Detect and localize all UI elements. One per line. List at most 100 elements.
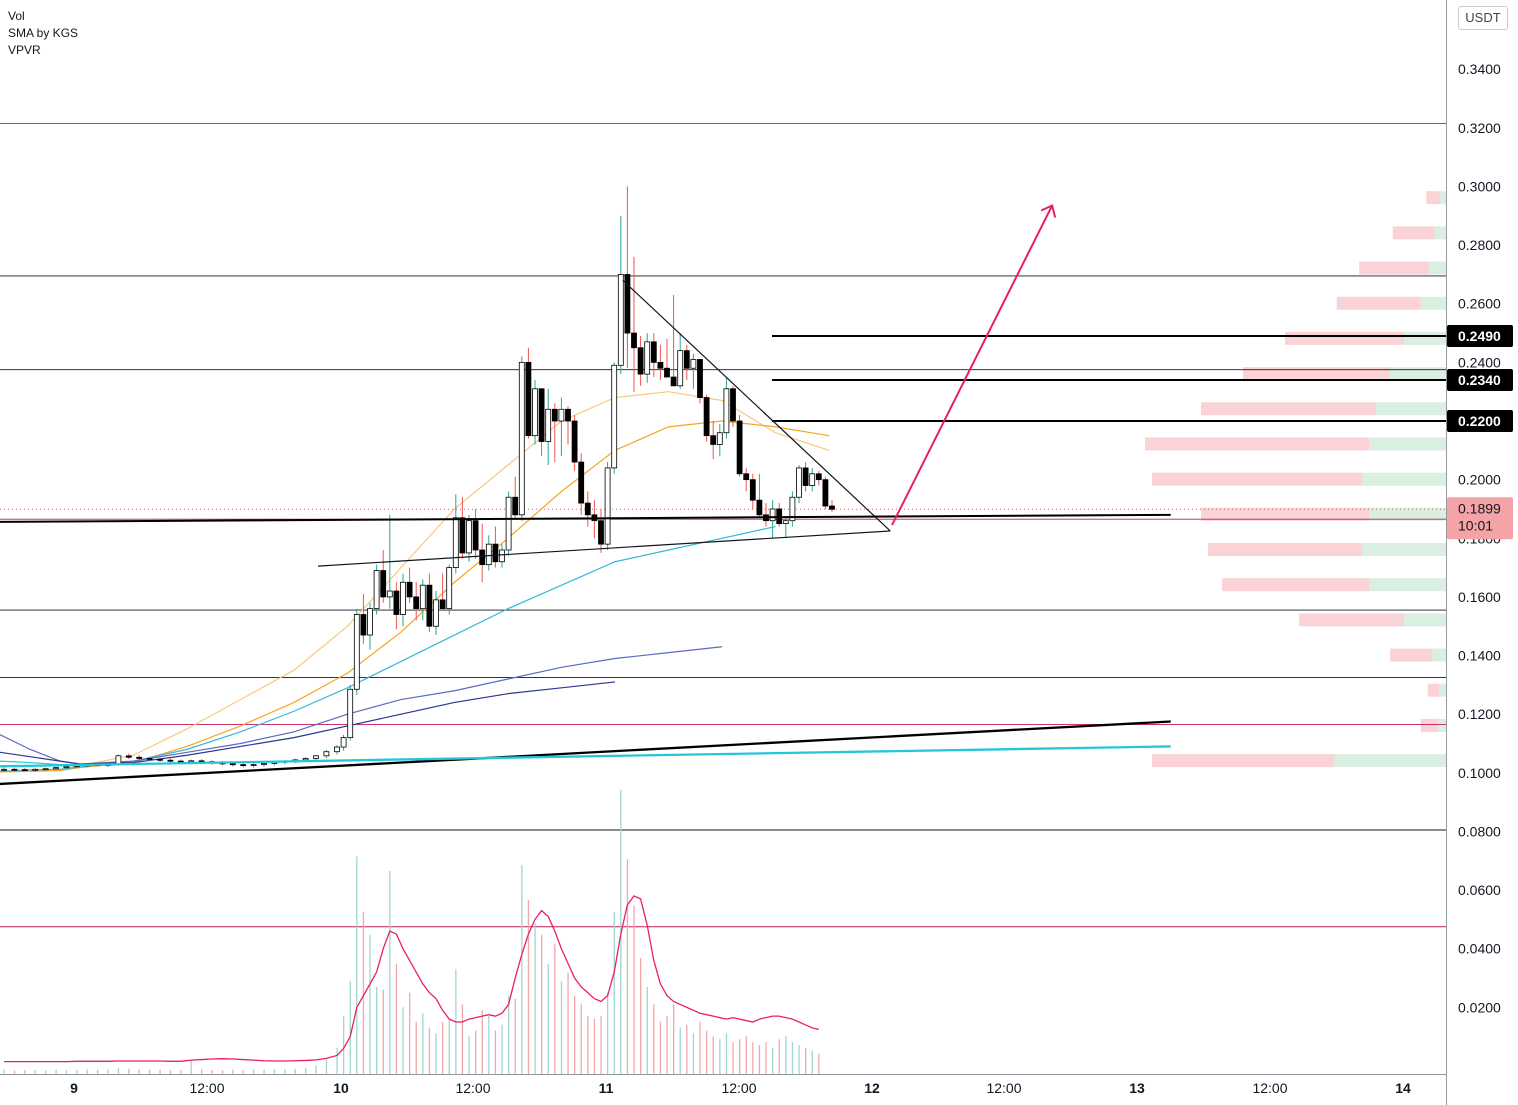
candle-body bbox=[578, 461, 585, 504]
moving-average-2 bbox=[0, 420, 830, 773]
volume-sma-line bbox=[4, 895, 819, 1063]
candle-body bbox=[716, 432, 723, 445]
current-price-box bbox=[1447, 497, 1513, 540]
vpvr-buy-bar bbox=[1429, 261, 1446, 275]
volume-bar bbox=[45, 1070, 47, 1074]
volume-bar bbox=[633, 905, 635, 1074]
vpvr-buy-bar bbox=[1376, 402, 1446, 416]
vpvr-sell-bar bbox=[1222, 578, 1369, 592]
candle-body bbox=[690, 359, 697, 369]
candle-body bbox=[650, 341, 657, 363]
candle-body bbox=[756, 499, 763, 516]
volume-bar bbox=[745, 1036, 747, 1074]
moving-average-1 bbox=[0, 391, 830, 772]
candle-body bbox=[479, 549, 486, 566]
candle-body bbox=[11, 768, 18, 771]
candle-body bbox=[505, 496, 512, 551]
volume-bar bbox=[554, 943, 556, 1074]
candle-body bbox=[657, 361, 664, 369]
volume-bar bbox=[811, 1050, 813, 1074]
price-tick-label: 0.3200 bbox=[1458, 120, 1501, 136]
volume-bar bbox=[273, 1069, 276, 1074]
volume-bar bbox=[791, 1042, 794, 1074]
candle-body bbox=[261, 763, 267, 766]
candle-body bbox=[229, 763, 236, 766]
candle-body bbox=[670, 376, 677, 387]
candle-body bbox=[631, 332, 637, 349]
volume-bar bbox=[382, 989, 384, 1074]
volume-bar bbox=[221, 1070, 224, 1074]
candle-body bbox=[565, 408, 571, 422]
candle-body bbox=[782, 520, 789, 525]
long-support-trendline bbox=[0, 720, 1171, 786]
candle-body bbox=[677, 350, 684, 387]
volume-bar bbox=[679, 1027, 681, 1074]
volume-bar bbox=[389, 871, 391, 1074]
legend-vpvr[interactable]: VPVR bbox=[8, 43, 41, 57]
price-tick-label: 0.1200 bbox=[1458, 706, 1501, 722]
vpvr-buy-bar bbox=[1437, 718, 1446, 732]
legend-volume[interactable]: Vol bbox=[8, 9, 25, 23]
volume-bar bbox=[758, 1045, 761, 1074]
volume-bar bbox=[818, 1053, 820, 1074]
volume-bar bbox=[785, 1036, 787, 1074]
currency-button[interactable]: USDT bbox=[1458, 6, 1508, 30]
candle-body bbox=[558, 408, 565, 422]
candle-body bbox=[340, 737, 347, 748]
volume-bar bbox=[626, 859, 629, 1074]
volume-bar bbox=[534, 923, 536, 1074]
candle-body bbox=[538, 388, 545, 442]
volume-bar bbox=[798, 1045, 800, 1074]
volume-bar bbox=[692, 1033, 695, 1074]
candle-body bbox=[584, 502, 591, 516]
candle-body bbox=[571, 420, 578, 463]
volume-bar bbox=[395, 963, 398, 1074]
candle-body bbox=[419, 584, 426, 610]
price-label-text: 0.2200 bbox=[1458, 413, 1501, 429]
vpvr-buy-bar bbox=[1362, 472, 1446, 486]
volume-bar bbox=[107, 1069, 109, 1074]
volume-bar bbox=[805, 1047, 807, 1074]
candle-body bbox=[302, 758, 309, 761]
price-tick-label: 0.0800 bbox=[1458, 823, 1501, 839]
volume-bar bbox=[593, 1018, 596, 1074]
candle-body bbox=[644, 341, 651, 375]
volume-bar bbox=[580, 1004, 582, 1074]
candle-body bbox=[439, 599, 446, 610]
candle-body bbox=[400, 581, 406, 615]
vpvr-sell-bar bbox=[1201, 402, 1376, 416]
candle-body bbox=[769, 508, 776, 522]
volume-bar bbox=[402, 1007, 404, 1074]
moving-average-4 bbox=[0, 646, 723, 765]
volume-bar bbox=[659, 1021, 662, 1074]
time-tick-label: 11 bbox=[599, 1080, 614, 1096]
price-tick-label: 0.0400 bbox=[1458, 941, 1501, 957]
price-tick-label: 0.2000 bbox=[1458, 472, 1501, 488]
candle-body bbox=[551, 408, 558, 422]
volume-bar bbox=[442, 1021, 444, 1074]
price-tick-label: 0.1600 bbox=[1458, 589, 1501, 605]
volume-bar bbox=[76, 1069, 78, 1074]
vpvr-sell-bar bbox=[1392, 226, 1435, 240]
candle-body bbox=[723, 388, 730, 434]
time-tick-label: 12:00 bbox=[986, 1080, 1021, 1096]
candle-body bbox=[617, 274, 624, 366]
candle-body bbox=[21, 769, 28, 771]
volume-bar bbox=[521, 865, 523, 1074]
volume-bar bbox=[201, 1069, 203, 1074]
candle-body bbox=[53, 767, 59, 770]
volume-bar bbox=[448, 1018, 450, 1074]
candle-body bbox=[683, 350, 690, 369]
legend-sma[interactable]: SMA by KGS bbox=[8, 26, 79, 40]
time-tick-label: 12:00 bbox=[721, 1080, 756, 1096]
volume-bar bbox=[376, 987, 378, 1074]
candle-body bbox=[466, 520, 472, 554]
volume-bar bbox=[190, 1059, 192, 1074]
candle-body bbox=[406, 581, 413, 598]
vpvr-sell-bar bbox=[1336, 296, 1421, 310]
vpvr-buy-bar bbox=[1334, 754, 1446, 768]
vpvr-buy-bar bbox=[1404, 613, 1446, 627]
vpvr-buy-bar bbox=[1432, 648, 1446, 662]
candle-body bbox=[472, 520, 479, 551]
